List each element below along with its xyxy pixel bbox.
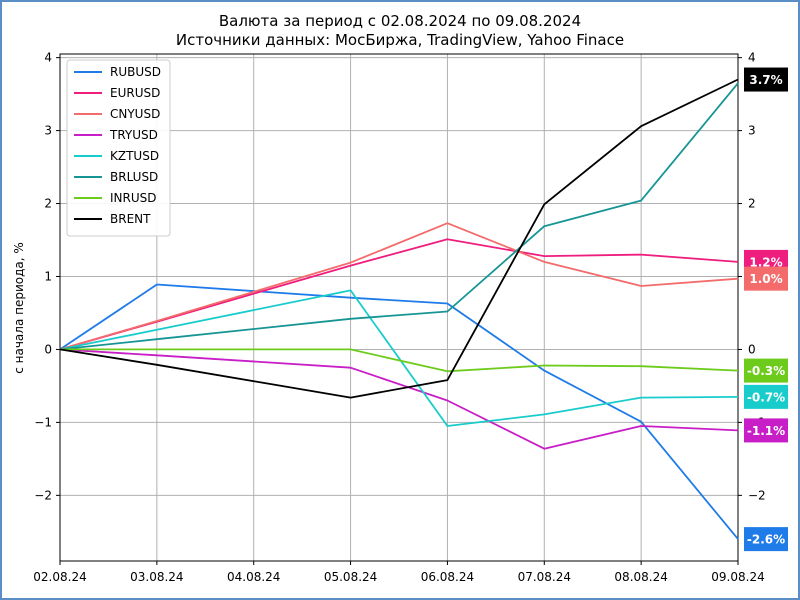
- x-tick-label: 04.08.24: [227, 570, 280, 584]
- legend-label-inrusd: INRUSD: [110, 191, 157, 205]
- y-tick-label: 3: [44, 124, 52, 138]
- legend-box: [66, 59, 171, 237]
- end-label-eurusd: 1.2%: [749, 255, 782, 269]
- series-line-eurusd: [59, 238, 739, 351]
- legend-label-cnyusd: CNYUSD: [110, 107, 160, 121]
- x-tick-label: 03.08.24: [130, 570, 183, 584]
- legend-label-eurusd: EURUSD: [110, 86, 160, 100]
- end-label-cnyusd: 1.0%: [749, 272, 782, 286]
- legend-label-tryusd: TRYUSD: [109, 128, 158, 142]
- series-line-brlusd: [59, 82, 739, 351]
- series-line-kztusd: [59, 289, 739, 427]
- series-line-brent: [59, 78, 739, 399]
- x-tick-label: 02.08.24: [33, 570, 86, 584]
- y-tick-label: 4: [44, 51, 52, 65]
- y-axis-left: 4 3 2 1 0 −1 −2: [34, 51, 60, 502]
- y-tick-label-right: −2: [748, 488, 766, 502]
- x-tick-label: 07.08.24: [518, 570, 571, 584]
- series-line-inrusd: [60, 348, 739, 373]
- end-label-box-cnyusd: [744, 266, 788, 291]
- end-labels: -2.6% 1.2% 1.0% -1.1% -0.7% -0.3% 3.7%: [744, 67, 788, 552]
- series-line-tryusd: [59, 348, 739, 450]
- end-label-box-brent: [744, 67, 788, 92]
- legend-label-brlusd: BRLUSD: [110, 170, 158, 184]
- y-tick-label-right: 3: [748, 124, 756, 138]
- legend-label-rubusd: RUBUSD: [110, 65, 161, 79]
- end-label-box-inrusd: [744, 358, 788, 383]
- y-tick-label: 1: [44, 269, 52, 283]
- chart-title: Валюта за период с 02.08.2024 по 09.08.2…: [219, 12, 581, 30]
- end-label-box-tryusd: [744, 418, 788, 443]
- x-axis: 02.08.24 03.08.24 04.08.24 05.08.24 06.08.24…: [33, 561, 765, 584]
- end-label-brent: 3.7%: [749, 73, 782, 87]
- x-tick-label: 05.08.24: [324, 570, 377, 584]
- x-tick-label: 09.08.24: [711, 570, 764, 584]
- series-line-cnyusd: [59, 222, 739, 351]
- y-tick-label: 0: [44, 342, 52, 356]
- y-tick-label-right: 4: [748, 51, 756, 65]
- end-label-rubusd: -2.6%: [747, 533, 785, 547]
- y-tick-label-right: 2: [748, 197, 756, 211]
- legend-label-brent: BRENT: [110, 212, 151, 226]
- y-tick-label: 2: [44, 197, 52, 211]
- legend-label-kztusd: KZTUSD: [110, 149, 159, 163]
- y-axis-label: с начала периода, %: [12, 242, 26, 374]
- end-label-kztusd: -0.7%: [747, 390, 785, 404]
- series-line-rubusd: [59, 283, 739, 540]
- end-label-box-kztusd: [744, 384, 788, 409]
- legend: RUBUSD EURUSD CNYUSD TRYUSD KZTUSD BRLUSD INRU…: [66, 59, 171, 237]
- end-label-inrusd: -0.3%: [747, 364, 785, 378]
- series-lines: [59, 78, 739, 540]
- y-tick-label: −2: [34, 488, 52, 502]
- y-tick-label: −1: [34, 415, 52, 429]
- end-label-box-rubusd: [744, 527, 788, 552]
- chart-subtitle: Источники данных: МосБиржа, TradingView,…: [176, 31, 624, 49]
- y-tick-label-right: 0: [748, 342, 756, 356]
- plot-area: [59, 53, 739, 562]
- x-tick-label: 08.08.24: [614, 570, 667, 584]
- end-label-tryusd: -1.1%: [747, 424, 785, 438]
- x-tick-label: 06.08.24: [421, 570, 474, 584]
